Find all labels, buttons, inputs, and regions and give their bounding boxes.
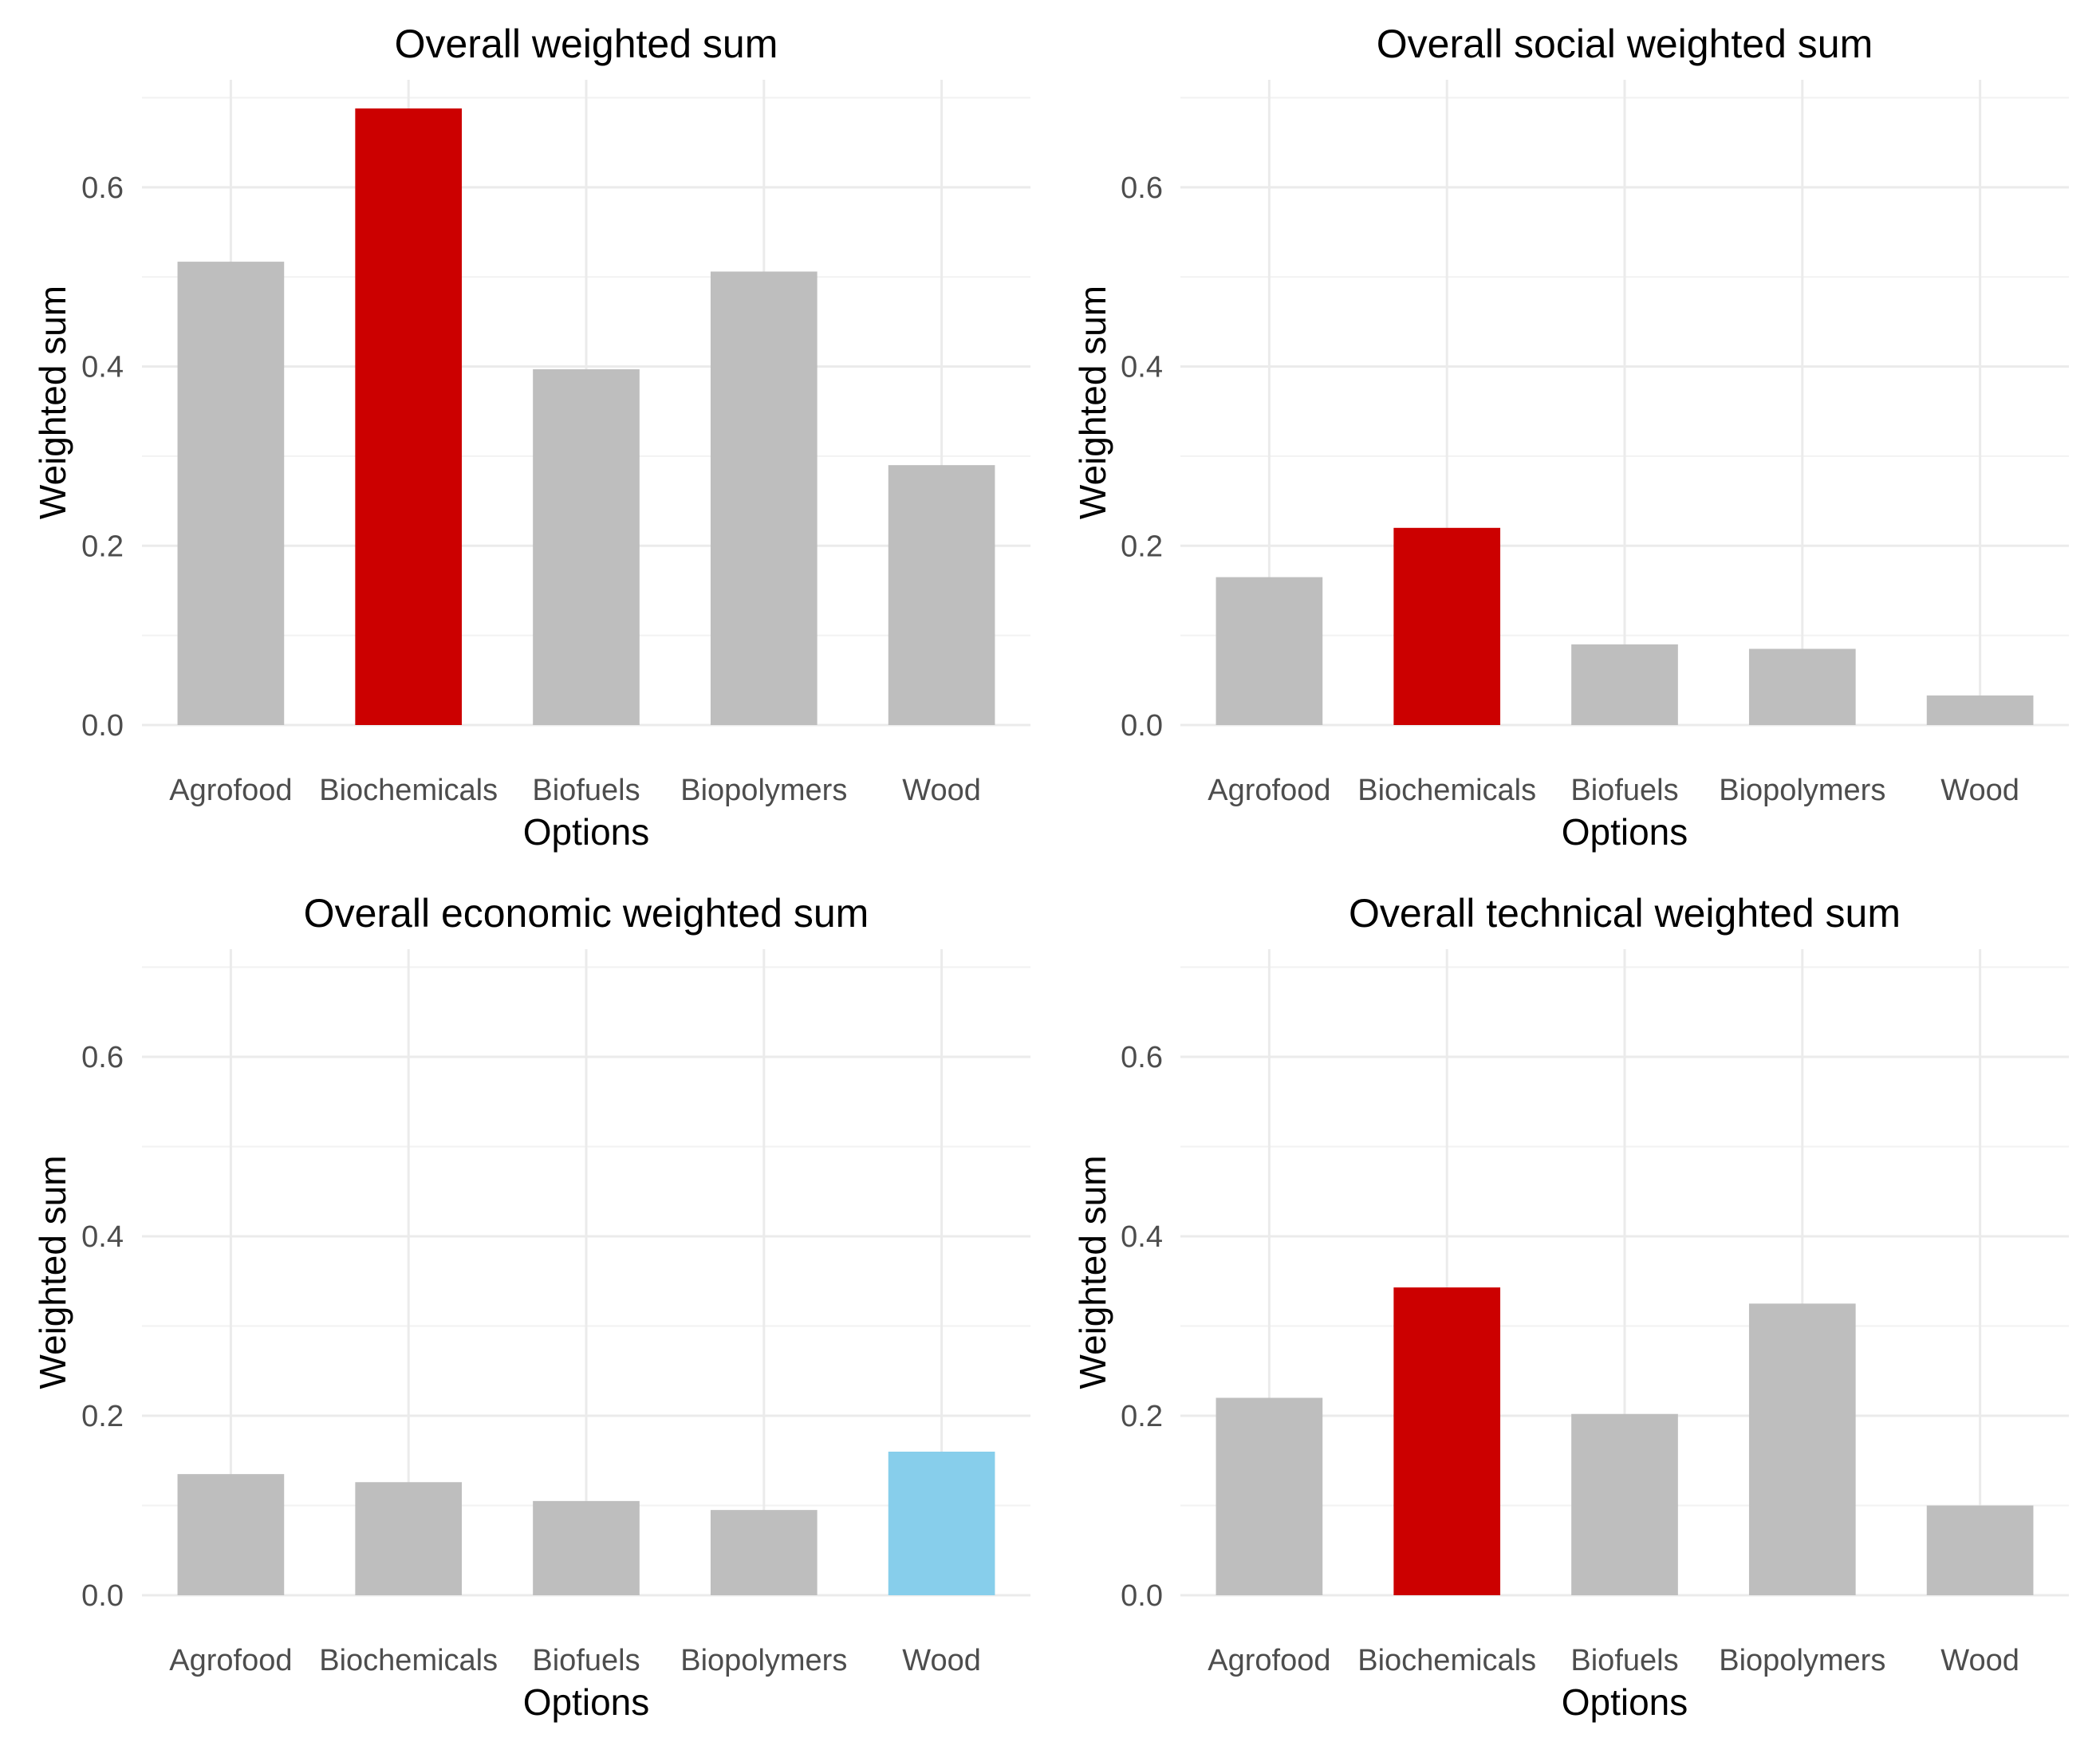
bar-biofuels	[1571, 1413, 1678, 1595]
x-tick-label: Biochemicals	[1357, 774, 1536, 807]
bar-wood	[888, 1452, 995, 1595]
y-tick-label: 0.6	[1121, 1041, 1163, 1074]
x-tick-label: Biofuels	[1570, 1644, 1678, 1677]
x-tick-label: Biofuels	[532, 774, 640, 807]
chart-title: Overall economic weighted sum	[304, 891, 869, 936]
chart-panel-social: Overall social weighted sum 0.0 0.2 0.4 0.6 A…	[1072, 22, 2069, 853]
y-axis-label: Weighted sum	[32, 286, 73, 519]
x-tick-label: Agrofood	[169, 774, 292, 807]
chart-panel-overall: Overall weighted sum 0.0 0.2 0.4 0.6 Agrofood…	[32, 22, 1030, 853]
bar-wood	[1926, 1505, 2034, 1595]
bar-agrofood	[1215, 577, 1323, 725]
x-tick-label: Agrofood	[1208, 1644, 1330, 1677]
chart-panel-economic: Overall economic weighted sum 0.0 0.2 0.4 0.…	[32, 891, 1030, 1723]
y-tick-label: 0.6	[81, 1041, 124, 1074]
y-tick-label: 0.6	[81, 171, 124, 205]
chart-title: Overall weighted sum	[395, 22, 778, 66]
x-tick-label: Biochemicals	[319, 774, 498, 807]
x-tick-label: Wood	[1940, 1644, 2019, 1677]
y-tick-label: 0.0	[81, 709, 124, 743]
y-axis-label: Weighted sum	[1072, 1155, 1113, 1389]
x-tick-label: Wood	[902, 1644, 981, 1677]
x-tick-label: Biopolymers	[680, 1644, 847, 1677]
bar-biofuels	[533, 1500, 640, 1595]
x-tick-label: Agrofood	[169, 1644, 292, 1677]
bar-biochemicals	[1393, 1287, 1501, 1595]
bar-biochemicals	[1393, 527, 1501, 725]
y-tick-label: 0.2	[81, 530, 124, 563]
bar-biofuels	[533, 368, 640, 725]
x-tick-label: Agrofood	[1208, 774, 1330, 807]
x-tick-label: Biofuels	[532, 1644, 640, 1677]
x-axis-label: Options	[1562, 1681, 1688, 1723]
x-tick-label: Wood	[1940, 774, 2019, 807]
x-tick-label: Wood	[902, 774, 981, 807]
bar-agrofood	[177, 1474, 285, 1595]
y-tick-label: 0.4	[1121, 351, 1163, 384]
bar-biopolymers	[710, 1510, 818, 1595]
y-tick-label: 0.0	[81, 1579, 124, 1613]
x-axis-label: Options	[523, 811, 650, 853]
y-tick-label: 0.2	[81, 1400, 124, 1433]
x-axis-label: Options	[523, 1681, 650, 1723]
bar-biofuels	[1571, 644, 1678, 725]
chart-title: Overall technical weighted sum	[1349, 891, 1901, 936]
y-tick-label: 0.2	[1121, 1400, 1163, 1433]
bar-biopolymers	[1748, 648, 1856, 725]
bar-wood	[1926, 695, 2034, 725]
bar-biochemicals	[355, 108, 463, 725]
chart-panel-technical: Overall technical weighted sum 0.0 0.2 0.4 0…	[1072, 891, 2069, 1723]
x-tick-label: Biochemicals	[1357, 1644, 1536, 1677]
y-axis-label: Weighted sum	[1072, 286, 1113, 519]
bar-agrofood	[1215, 1397, 1323, 1595]
y-tick-label: 0.2	[1121, 530, 1163, 563]
chart-title: Overall social weighted sum	[1377, 22, 1873, 66]
bar-biopolymers	[710, 271, 818, 726]
bar-wood	[888, 465, 995, 725]
x-tick-label: Biopolymers	[1719, 1644, 1885, 1677]
bar-biopolymers	[1748, 1303, 1856, 1595]
y-tick-label: 0.4	[81, 1220, 124, 1254]
y-tick-label: 0.0	[1121, 709, 1163, 743]
x-tick-label: Biopolymers	[1719, 774, 1885, 807]
y-axis-label: Weighted sum	[32, 1155, 73, 1389]
y-tick-label: 0.4	[81, 351, 124, 384]
y-tick-label: 0.4	[1121, 1220, 1163, 1254]
y-tick-label: 0.0	[1121, 1579, 1163, 1613]
x-tick-label: Biopolymers	[680, 774, 847, 807]
bar-biochemicals	[355, 1482, 463, 1595]
bar-agrofood	[177, 262, 285, 726]
x-tick-label: Biofuels	[1570, 774, 1678, 807]
y-tick-label: 0.6	[1121, 171, 1163, 205]
x-axis-label: Options	[1562, 811, 1688, 853]
x-tick-label: Biochemicals	[319, 1644, 498, 1677]
